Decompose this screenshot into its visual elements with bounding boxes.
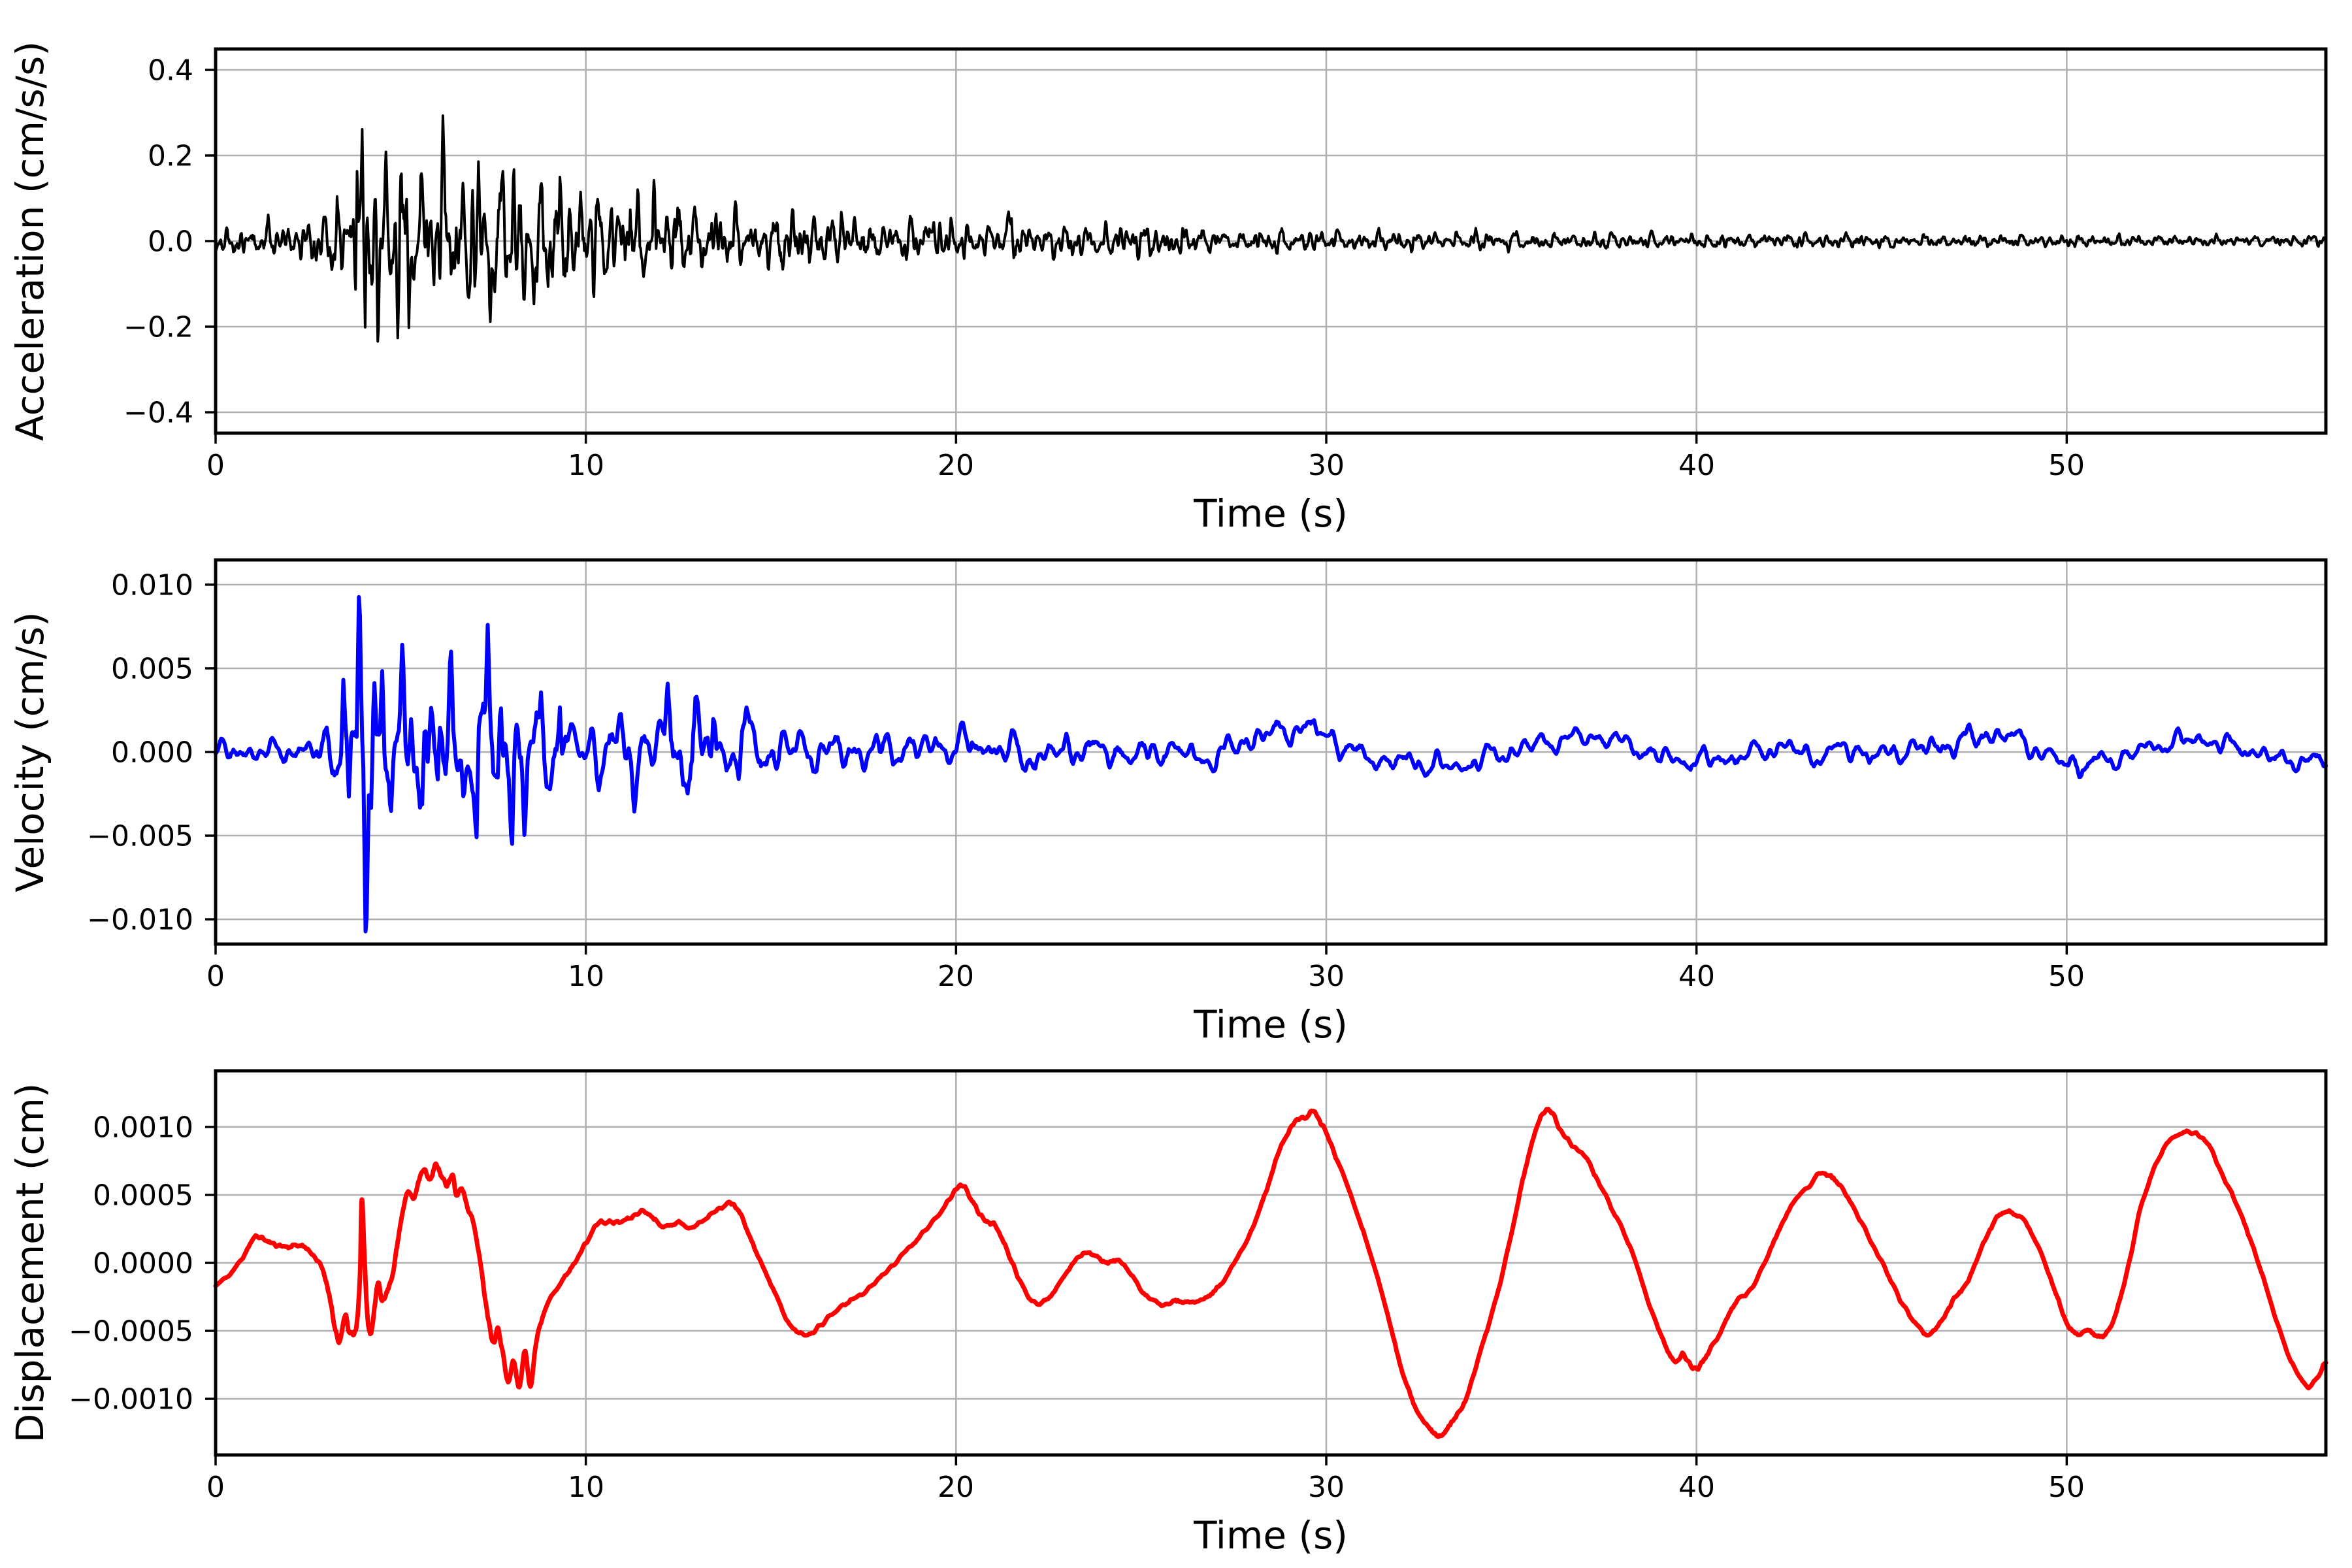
y-axis-label-velocity: Velocity (cm/s) [8, 612, 52, 892]
axis-tick-marks [205, 583, 2068, 955]
grid-lines [214, 560, 2326, 944]
x-tick-label: 40 [1678, 960, 1715, 993]
y-axis-label-displacement: Displacement (cm) [8, 1083, 52, 1443]
y-tick-label: 0.005 [111, 652, 193, 685]
x-axis-label: Time (s) [1193, 1002, 1348, 1047]
x-tick-label: 20 [938, 960, 974, 993]
x-tick-label: 30 [1308, 449, 1345, 482]
x-axis-label: Time (s) [1193, 1513, 1348, 1558]
y-tick-label: −0.010 [87, 903, 193, 936]
acceleration-trace [214, 114, 2327, 343]
y-tick-label: −0.005 [87, 819, 193, 853]
y-tick-label: 0.4 [148, 54, 193, 87]
y-tick-label: 0.2 [148, 139, 193, 172]
x-axis-label: Time (s) [1193, 491, 1348, 536]
y-tick-label: −0.2 [123, 310, 193, 344]
y-tick-label: −0.0010 [69, 1382, 193, 1416]
subplot-velocity: Velocity (cm/s) 0.010 0.005 0.000 −0.005… [8, 558, 2328, 1047]
x-tick-label: 50 [2048, 1471, 2085, 1504]
y-axis-label-acceleration: Acceleration (cm/s/s) [8, 41, 52, 441]
y-tick-label: 0.0005 [93, 1179, 193, 1212]
y-tick-label: 0.0000 [93, 1247, 193, 1280]
subplot-acceleration: Acceleration (cm/s/s) 0.4 0.2 0.0 −0.2 −… [8, 41, 2328, 536]
x-tick-label: 40 [1678, 449, 1715, 482]
x-tick-label: 10 [568, 1471, 604, 1504]
y-tick-label: 0.0 [148, 225, 193, 258]
y-tick-label: −0.0005 [69, 1315, 193, 1348]
x-tick-label: 0 [206, 1471, 225, 1504]
x-tick-label: 50 [2048, 960, 2085, 993]
subplot-displacement: Displacement (cm) 0.0010 0.0005 0.0000 −… [8, 1069, 2328, 1558]
displacement-trace [213, 1107, 2328, 1439]
x-tick-label: 30 [1308, 1471, 1345, 1504]
x-tick-label: 20 [938, 1471, 974, 1504]
velocity-trace [214, 595, 2328, 934]
y-tick-label: 0.000 [111, 736, 193, 769]
x-tick-label: 40 [1678, 1471, 1715, 1504]
x-tick-label: 10 [568, 449, 604, 482]
axis-tick-marks [205, 69, 2068, 444]
x-tick-label: 0 [206, 449, 225, 482]
grid-lines [214, 1071, 2326, 1455]
x-tick-label: 50 [2048, 449, 2085, 482]
y-tick-label: 0.0010 [93, 1111, 193, 1144]
y-tick-label: 0.010 [111, 568, 193, 602]
y-tick-label: −0.4 [123, 396, 193, 429]
x-tick-label: 30 [1308, 960, 1345, 993]
x-tick-label: 20 [938, 449, 974, 482]
axis-tick-marks [205, 1126, 2068, 1465]
x-tick-label: 0 [206, 960, 225, 993]
x-tick-label: 10 [568, 960, 604, 993]
